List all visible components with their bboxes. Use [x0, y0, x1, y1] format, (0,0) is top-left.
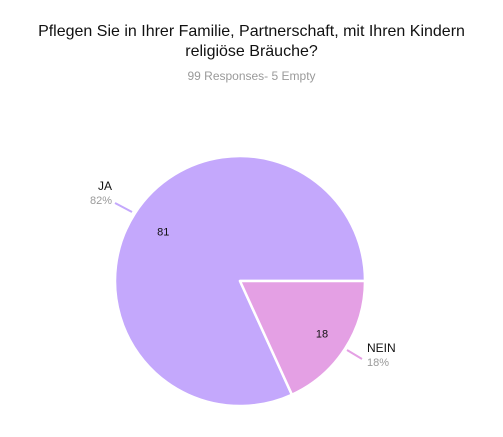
- chart-title-line-1: Pflegen Sie in Ihrer Familie, Partnersch…: [38, 23, 465, 40]
- slice-percent-nein: 18%: [367, 357, 389, 369]
- chart-title-line-2: religiöse Bräuche?: [185, 43, 318, 60]
- chart-title: Pflegen Sie in Ihrer Familie, Partnersch…: [0, 22, 503, 62]
- leader-line-ja: [114, 202, 133, 213]
- slice-value-nein: 18: [316, 329, 328, 341]
- slice-label-nein: NEIN: [367, 341, 396, 355]
- slice-percent-ja: 82%: [90, 195, 112, 207]
- slice-value-ja: 81: [157, 227, 169, 239]
- slice-label-ja: JA: [98, 179, 112, 193]
- chart-subtitle: 99 Responses- 5 Empty: [187, 69, 316, 83]
- pie-slice-nein: [238, 279, 367, 396]
- leader-line-nein: [346, 349, 363, 360]
